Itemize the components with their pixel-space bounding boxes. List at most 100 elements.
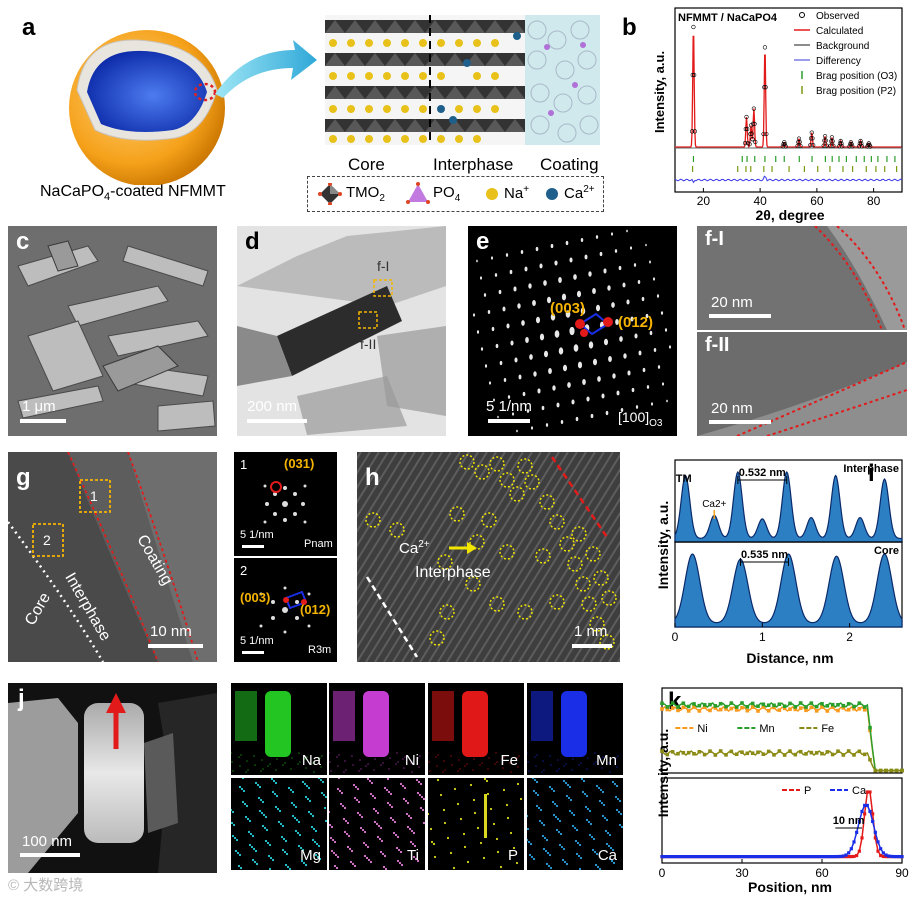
upper-series-marker — [665, 705, 670, 709]
upper-series-mn — [661, 702, 902, 772]
ca-site-marker — [581, 596, 597, 612]
panel-label-e: e — [476, 228, 490, 255]
diffraction-spot — [575, 416, 579, 422]
diffraction-spot — [576, 290, 582, 298]
diffraction-spot — [543, 280, 547, 286]
eds-signal-dot — [436, 778, 440, 782]
eds-noise-dot — [239, 765, 241, 767]
upper-series-marker — [825, 750, 830, 754]
eds-signal-dot — [244, 815, 248, 819]
eds-signal-dot — [548, 853, 552, 857]
eds-signal-dot — [400, 863, 404, 867]
eds-signal-dot — [258, 785, 262, 789]
spot-label-012: (012) — [618, 314, 654, 331]
eds-signal-dot — [611, 780, 615, 784]
eds-noise-dot — [240, 754, 242, 756]
eds-signal-dot — [278, 809, 282, 813]
eds-signal-dot — [236, 851, 240, 855]
lower-series-marker — [745, 855, 749, 859]
upper-series-marker — [777, 702, 782, 707]
eds-signal-dot — [598, 799, 602, 803]
eds-noise-dot — [549, 755, 551, 757]
eds-signal-dot — [397, 848, 401, 852]
eds-signal-dot — [607, 844, 611, 848]
eds-element-label: Fe — [500, 752, 518, 769]
diffraction-spot — [577, 361, 583, 369]
eds-signal-dot — [422, 821, 425, 825]
eds-signal-dot — [289, 788, 293, 792]
eds-signal-dot — [392, 831, 396, 835]
eds-signal-dot — [541, 834, 545, 838]
lower-series-marker — [823, 855, 827, 859]
upper-series-marker — [713, 706, 718, 710]
eds-signal-dot — [256, 783, 260, 787]
eds-signal-dot — [376, 811, 380, 815]
eds-signal-dot — [342, 817, 346, 821]
eds-noise-dot — [518, 755, 520, 757]
chart-i-annotation-ca: Ca2+ — [702, 499, 726, 510]
observed-point — [751, 121, 756, 126]
eds-noise-dot — [344, 760, 346, 762]
eds-noise-dot — [556, 770, 558, 772]
ca-site-marker — [549, 514, 565, 530]
ca-site-marker — [469, 534, 485, 550]
upper-series-marker — [745, 751, 750, 756]
eds-noise-dot — [616, 766, 618, 768]
upper-series-marker — [873, 768, 878, 773]
eds-signal-dot — [586, 807, 590, 811]
eds-noise-dot — [276, 758, 278, 760]
diffraction-spot — [539, 263, 543, 269]
diffraction-spot — [595, 235, 599, 239]
hrtem-image-f2: f-II 20 nm — [697, 332, 907, 436]
upper-series-marker — [809, 705, 814, 710]
lower-series-marker — [783, 855, 787, 859]
eds-signal-dot — [291, 790, 295, 794]
diffraction-spot — [571, 399, 575, 405]
eds-signal-dot — [378, 837, 382, 841]
diffraction-spot — [560, 419, 564, 425]
scale-text-f1: 20 nm — [711, 294, 753, 311]
eds-signal-dot — [598, 867, 602, 870]
observed-point — [745, 126, 750, 132]
upper-series-marker — [670, 701, 675, 705]
eds-signal-dot — [376, 835, 380, 839]
eds-noise-dot — [481, 762, 483, 764]
lower-series-marker — [860, 809, 864, 814]
eds-noise-dot — [488, 757, 490, 759]
eds-signal-dot — [295, 818, 299, 822]
eds-signal-dot — [318, 857, 322, 861]
lower-series-marker — [705, 855, 709, 859]
diffraction-spot — [491, 326, 495, 332]
upper-series-marker — [804, 708, 808, 713]
eds-signal-dot — [304, 795, 308, 799]
lower-series-marker — [695, 855, 699, 859]
diffraction-spot — [491, 256, 493, 260]
observed-point — [837, 141, 843, 146]
upper-series-marker — [825, 709, 830, 713]
eds-signal-dot — [330, 849, 334, 853]
diffraction-spot — [620, 407, 624, 413]
eds-signal-dot — [363, 830, 367, 834]
eds-signal-dot — [276, 807, 280, 811]
diffraction-spot — [569, 257, 573, 263]
eds-signal-dot — [343, 806, 347, 810]
diffraction-spot — [512, 412, 514, 416]
eds-signal-dot — [233, 836, 237, 840]
diffraction-spot — [573, 274, 577, 280]
lattice-fringe — [401, 452, 533, 662]
diffraction-spot — [567, 382, 571, 388]
upper-series-marker — [686, 750, 691, 755]
scale-bar-f1 — [709, 314, 771, 318]
diffraction-spot — [652, 277, 656, 281]
upper-series-marker — [750, 705, 755, 709]
eds-signal-dot — [307, 786, 311, 790]
eds-signal-dot — [241, 800, 245, 804]
diffraction-spot — [550, 243, 554, 249]
eds-signal-dot — [402, 797, 406, 801]
eds-signal-dot — [588, 833, 592, 837]
eds-element-label: Ca — [597, 847, 617, 864]
eds-noise-dot — [396, 752, 398, 754]
lattice-fringe — [482, 452, 614, 662]
ca-site-marker — [365, 512, 381, 528]
hrtem-h-graphic — [357, 452, 620, 662]
